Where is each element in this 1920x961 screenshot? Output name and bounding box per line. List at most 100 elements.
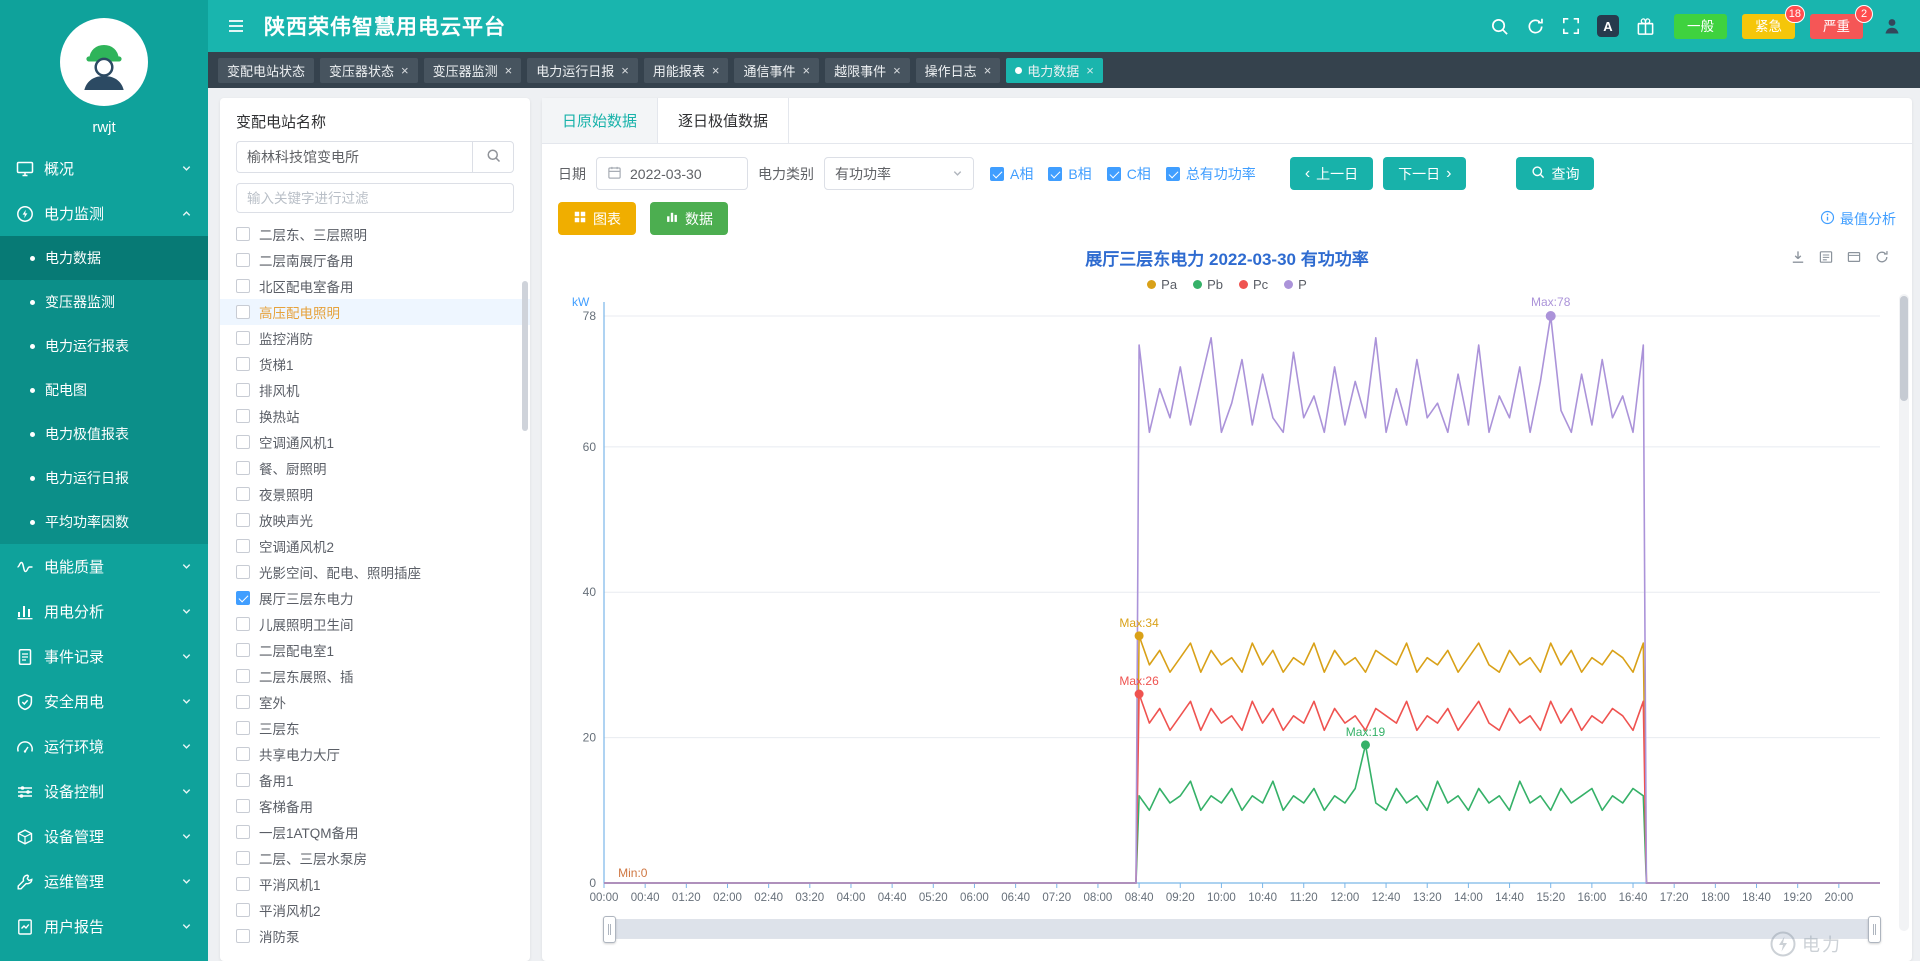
datazoom-left-handle[interactable] (603, 916, 616, 943)
datazoom-selected-range[interactable] (613, 920, 1871, 938)
close-icon[interactable]: × (983, 62, 992, 78)
legend-item-P[interactable]: P (1284, 277, 1307, 292)
view-tab-operation-log[interactable]: 操作日志 × (915, 57, 1001, 83)
download-icon[interactable] (1790, 249, 1806, 265)
station-checkbox[interactable] (236, 903, 250, 917)
close-icon[interactable]: × (504, 62, 513, 78)
view-tab-power-data[interactable]: 电力数据 × (1006, 57, 1103, 83)
sidebar-item-safe-power[interactable]: 安全用电 (0, 679, 208, 724)
station-checkbox[interactable] (236, 747, 250, 761)
station-checkbox[interactable] (236, 643, 250, 657)
refresh-chart-icon[interactable] (1874, 249, 1890, 265)
view-tab-limit-event[interactable]: 越限事件 × (825, 57, 910, 83)
station-checkbox[interactable] (236, 513, 250, 527)
station-search-input[interactable] (236, 141, 472, 173)
station-item[interactable]: 儿展照明卫生间 (220, 611, 530, 637)
legend-item-Pa[interactable]: Pa (1147, 277, 1177, 292)
close-icon[interactable]: × (621, 62, 629, 78)
station-item[interactable]: 空调通风机1 (220, 429, 530, 455)
view-tab-comm-event[interactable]: 通信事件 × (734, 57, 820, 83)
sidebar-item-environment[interactable]: 运行环境 (0, 724, 208, 769)
view-tab-transformer-monitor[interactable]: 变压器监测 × (423, 57, 522, 83)
station-item[interactable]: 二层东、三层照明 (220, 221, 530, 247)
station-checkbox[interactable] (236, 617, 250, 631)
close-icon[interactable]: × (401, 62, 409, 78)
station-item[interactable]: 备用1 (220, 767, 530, 793)
close-icon[interactable]: × (893, 62, 901, 78)
data-view-icon[interactable] (1818, 249, 1834, 265)
legend-item-Pc[interactable]: Pc (1238, 277, 1268, 292)
user-avatar[interactable] (60, 18, 148, 106)
station-checkbox[interactable] (236, 851, 250, 865)
sidebar-subitem-power-daily-report[interactable]: 电力运行日报 (0, 456, 208, 500)
sidebar-subitem-power-data[interactable]: 电力数据 (0, 236, 208, 280)
station-checkbox[interactable] (236, 253, 250, 267)
extreme-analysis-link[interactable]: 最值分析 (1820, 209, 1896, 229)
alarm-button-normal[interactable]: 一般 (1674, 13, 1727, 39)
chart-view-button[interactable]: 图表 (558, 202, 636, 235)
sidebar-item-user-report[interactable]: 用户报告 (0, 904, 208, 949)
sidebar-subitem-average-power-factor[interactable]: 平均功率因数 (0, 500, 208, 544)
station-checkbox[interactable] (236, 487, 250, 501)
view-tab-station-status[interactable]: 变配电站状态 (218, 57, 315, 83)
phase-checkbox-b[interactable]: B相 (1048, 164, 1092, 184)
menu-toggle-icon[interactable] (226, 16, 246, 36)
restore-view-icon[interactable] (1846, 249, 1862, 265)
station-item[interactable]: 平消风机1 (220, 871, 530, 897)
sidebar-item-power-monitoring[interactable]: 电力监测 (0, 191, 208, 236)
station-checkbox[interactable] (236, 279, 250, 293)
station-item[interactable]: 一层1ATQM备用 (220, 819, 530, 845)
station-item[interactable]: 夜景照明 (220, 481, 530, 507)
sidebar-subitem-distribution-diagram[interactable]: 配电图 (0, 368, 208, 412)
station-item[interactable]: 放映声光 (220, 507, 530, 533)
station-item[interactable]: 空调通风机2 (220, 533, 530, 559)
station-item[interactable]: 高压配电照明 (220, 299, 530, 325)
sidebar-subitem-power-operation-report[interactable]: 电力运行报表 (0, 324, 208, 368)
station-checkbox[interactable] (236, 721, 250, 735)
station-checkbox[interactable] (236, 669, 250, 683)
station-item[interactable]: 三层东 (220, 715, 530, 741)
station-checkbox[interactable] (236, 409, 250, 423)
station-item[interactable]: 展厅三层东电力 (220, 585, 530, 611)
station-item[interactable]: 二层配电室1 (220, 637, 530, 663)
station-checkbox[interactable] (236, 435, 250, 449)
view-tab-energy-report[interactable]: 用能报表 × (643, 57, 729, 83)
close-icon[interactable]: × (711, 62, 720, 78)
station-checkbox[interactable] (236, 591, 250, 605)
sidebar-item-ops-management[interactable]: 运维管理 (0, 859, 208, 904)
station-item[interactable]: 平消风机2 (220, 897, 530, 923)
view-tab-power-daily-report[interactable]: 电力运行日报 × (527, 57, 638, 83)
view-tab-transformer-status[interactable]: 变压器状态 × (320, 57, 418, 83)
station-filter-input[interactable] (236, 183, 514, 213)
station-checkbox[interactable] (236, 331, 250, 345)
query-button[interactable]: 查询 (1516, 157, 1595, 190)
sidebar-item-power-quality[interactable]: 电能质量 (0, 544, 208, 589)
station-item[interactable]: 北区配电室备用 (220, 273, 530, 299)
station-item[interactable]: 室外 (220, 689, 530, 715)
station-item[interactable]: 排风机 (220, 377, 530, 403)
scrollbar-handle[interactable] (1900, 296, 1908, 401)
search-icon[interactable] (1490, 17, 1509, 36)
sidebar-item-overview[interactable]: 概况 (0, 146, 208, 191)
alarm-button-urgent[interactable]: 紧急 18 (1742, 4, 1805, 39)
station-item[interactable]: 客梯备用 (220, 793, 530, 819)
station-item[interactable]: 二层南展厅备用 (220, 247, 530, 273)
station-item[interactable]: 二层、三层水泵房 (220, 845, 530, 871)
station-search-button[interactable] (472, 141, 514, 173)
category-select[interactable]: 有功功率 (824, 157, 974, 190)
station-checkbox[interactable] (236, 773, 250, 787)
datazoom-right-handle[interactable] (1868, 916, 1881, 943)
phase-checkbox-c[interactable]: C相 (1106, 164, 1151, 184)
station-checkbox[interactable] (236, 929, 250, 943)
station-item[interactable]: 消防泵 (220, 923, 530, 949)
station-checkbox[interactable] (236, 877, 250, 891)
data-view-button[interactable]: 数据 (650, 202, 728, 235)
prev-day-button[interactable]: ‹ 上一日 (1289, 157, 1374, 190)
legend-item-Pb[interactable]: Pb (1193, 277, 1223, 292)
station-item[interactable]: 餐、厨照明 (220, 455, 530, 481)
station-checkbox[interactable] (236, 825, 250, 839)
station-checkbox[interactable] (236, 461, 250, 475)
gift-icon[interactable] (1636, 17, 1655, 36)
sidebar-item-power-analysis[interactable]: 用电分析 (0, 589, 208, 634)
chart-datazoom-slider[interactable] (603, 916, 1881, 943)
